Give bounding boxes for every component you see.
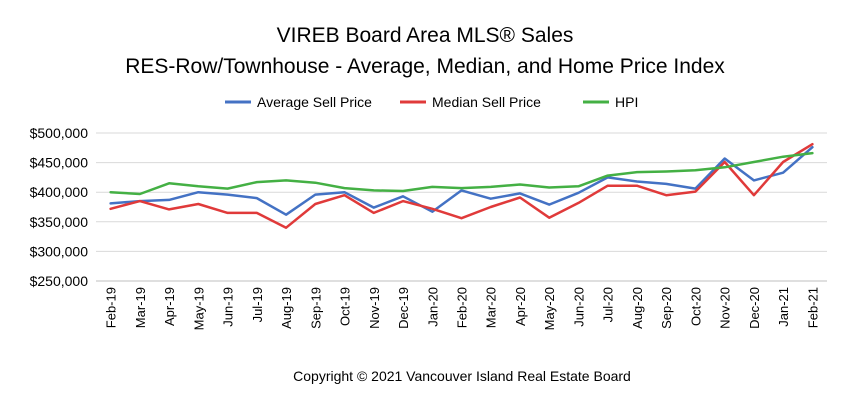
x-tick-label: Nov-20 [718,287,733,329]
x-tick-label: Dec-19 [396,287,411,329]
x-tick-label: Jul-20 [601,287,616,322]
y-tick-label: $500,000 [30,125,89,141]
x-tick-label: Jun-19 [221,287,236,327]
x-tick-label: Jun-20 [571,287,586,327]
legend-label: Average Sell Price [257,94,372,110]
x-tick-label: May-20 [542,287,557,330]
y-axis-ticks: $500,000 $450,000 $400,000 $350,000 $300,000… [30,125,89,289]
x-tick-label: Apr-19 [162,287,177,326]
chart-title: VIREB Board Area MLS® Sales [277,24,574,47]
x-tick-label: Oct-19 [338,287,353,326]
series-line-hpi [109,151,814,196]
y-tick-label: $350,000 [30,214,89,230]
copyright-footer: Copyright © 2021 Vancouver Island Real E… [293,368,631,384]
x-tick-label: Feb-19 [104,287,119,328]
x-tick-label: Sep-20 [659,287,674,329]
x-tick-label: Aug-20 [630,287,645,329]
y-tick-label: $450,000 [30,155,89,171]
x-tick-label: May-19 [191,287,206,330]
y-tick-label: $300,000 [30,243,89,259]
legend-label: Median Sell Price [432,94,541,110]
y-tick-label: $250,000 [30,273,89,289]
x-tick-label: Sep-19 [308,287,323,329]
legend-label: HPI [615,94,638,110]
x-tick-label: Jan-20 [425,287,440,327]
x-tick-label: Apr-20 [513,287,528,326]
series-line-average-sell-price [109,145,814,216]
chart-subtitle: RES-Row/Townhouse - Average, Median, and… [125,55,725,78]
x-axis-ticks: Feb-19 Mar-19 Apr-19 May-19 Jun-19 Jul-19 Aug-… [104,287,821,330]
x-tick-label: Mar-19 [133,287,148,328]
x-tick-label: Feb-21 [805,287,820,328]
legend: Average Sell Price Median Sell Price HPI [225,94,638,110]
x-tick-label: Oct-20 [688,287,703,326]
x-tick-label: Nov-19 [367,287,382,329]
x-tick-label: Mar-20 [484,287,499,328]
x-tick-label: Jan-21 [776,287,791,327]
series-line-median-sell-price [109,142,814,229]
x-tick-label: Jul-19 [250,287,265,322]
gridlines [96,132,827,282]
y-tick-label: $400,000 [30,184,89,200]
x-tick-label: Aug-19 [279,287,294,329]
x-tick-label: Feb-20 [455,287,470,328]
x-tick-label: Dec-20 [747,287,762,329]
series-lines [109,142,814,229]
